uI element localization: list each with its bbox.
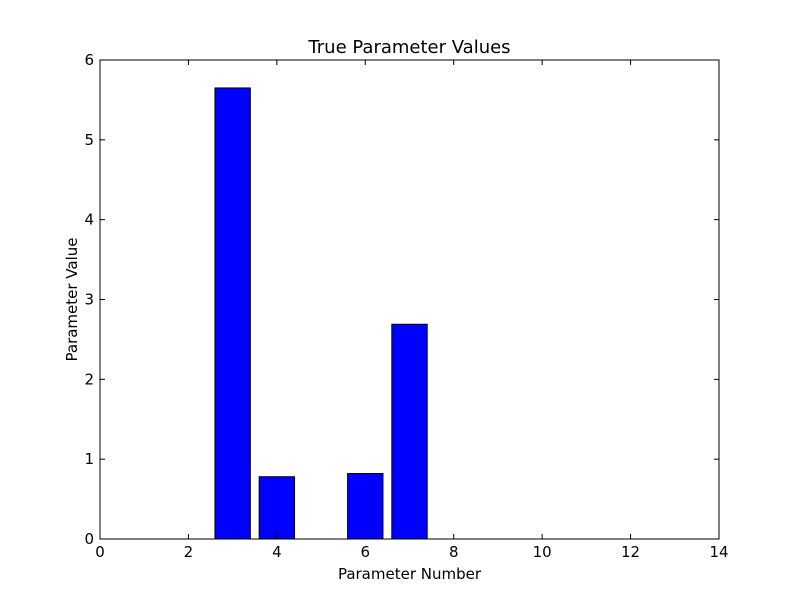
x-tick-label: 10 [533,543,552,561]
bar-7 [391,323,428,540]
y-tick-label: 5 [84,131,94,149]
y-tick-label: 1 [84,450,94,468]
y-tick-label: 2 [84,370,94,388]
bar-4 [258,476,296,540]
bar-6 [347,473,384,540]
x-tick-label: 8 [449,543,459,561]
x-tick-label: 0 [95,543,105,561]
x-tick-label: 2 [184,543,194,561]
x-tick-label: 6 [361,543,371,561]
y-tick-label: 3 [84,291,94,309]
y-tick-label: 0 [84,530,94,548]
y-tick-label: 4 [84,211,94,229]
y-tick-label: 6 [84,51,94,69]
x-tick-label: 12 [621,543,640,561]
x-axis: 0 2 4 6 8 10 12 14 [95,60,729,561]
bar-3 [214,87,251,540]
bar-series [214,87,428,540]
y-axis-label: Parameter Value [63,238,81,362]
chart-title: True Parameter Values [307,37,510,58]
x-tick-label: 4 [272,543,282,561]
y-axis: 0 1 2 3 4 5 6 [84,51,719,548]
x-axis-label: Parameter Number [338,565,482,583]
x-tick-label: 14 [709,543,728,561]
